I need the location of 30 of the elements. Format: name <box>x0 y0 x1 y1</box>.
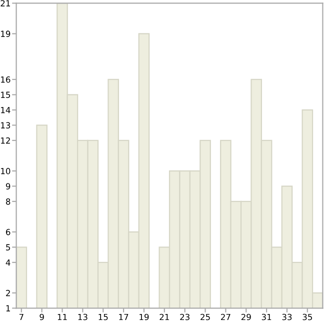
x-tick-label: 17 <box>119 314 128 320</box>
y-tick-label: 14 <box>1 107 10 114</box>
y-tick-label: 19 <box>1 30 10 37</box>
y-tick-label: 12 <box>1 137 10 144</box>
x-tick-label: 35 <box>302 314 312 320</box>
x-tick-label: 21 <box>160 314 169 320</box>
y-tick-label: 5 <box>6 244 10 250</box>
y-tick-label: 13 <box>1 122 10 128</box>
y-tick-label: 16 <box>1 76 10 83</box>
y-tick-label: 8 <box>6 198 10 205</box>
y-tick-label: 1 <box>6 305 10 312</box>
x-tick-label: 9 <box>40 314 44 320</box>
y-tick-label: 15 <box>1 92 10 98</box>
y-tick-label: 6 <box>6 228 10 236</box>
x-tick-label: 31 <box>262 314 272 320</box>
y-tick-label: 4 <box>6 260 10 266</box>
x-tick-label: 7 <box>19 314 24 320</box>
x-tick-label: 29 <box>241 314 251 320</box>
y-tick-label: 10 <box>1 168 10 174</box>
y-tick-label: 2 <box>6 290 10 296</box>
x-tick-label: 13 <box>78 314 88 320</box>
x-tick-label: 33 <box>282 314 292 320</box>
x-tick-label: 15 <box>98 314 108 320</box>
y-tick-label: 9 <box>6 183 10 190</box>
x-tick-label: 25 <box>200 314 210 320</box>
y-tick-label: 21 <box>0 0 10 6</box>
x-tick-label: 23 <box>180 314 190 320</box>
x-tick-label: 11 <box>58 314 67 320</box>
x-tick-label: 19 <box>140 314 149 320</box>
x-tick-label: 27 <box>221 314 230 320</box>
